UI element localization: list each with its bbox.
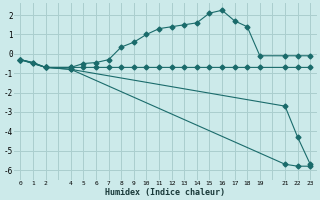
X-axis label: Humidex (Indice chaleur): Humidex (Indice chaleur) [105,188,225,197]
